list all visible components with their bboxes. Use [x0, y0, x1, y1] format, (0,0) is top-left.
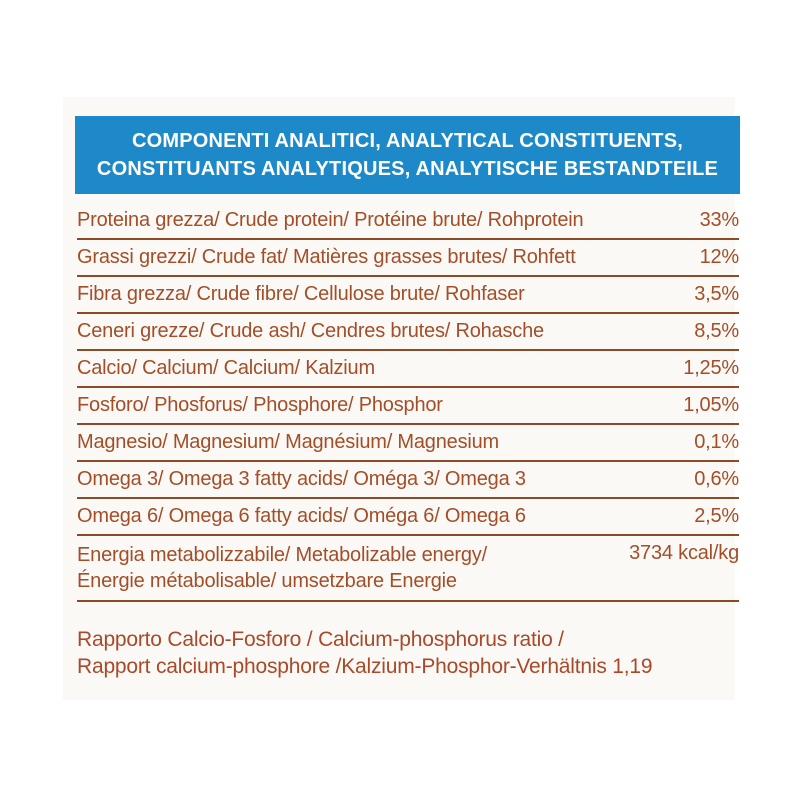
constituent-value: 1,05%	[683, 394, 739, 416]
constituent-label: Proteina grezza/ Crude protein/ Protéine…	[77, 209, 584, 231]
header-line-2: CONSTITUANTS ANALYTIQUES, ANALYTISCHE BE…	[96, 158, 719, 180]
constituent-label: Fosforo/ Phosforus/ Phosphore/ Phosphor	[77, 394, 443, 416]
table-row-omega-3: Omega 3/ Omega 3 fatty acids/ Oméga 3/ O…	[77, 462, 739, 499]
constituent-label: Fibra grezza/ Crude fibre/ Cellulose bru…	[77, 283, 525, 305]
constituent-label: Grassi grezzi/ Crude fat/ Matières grass…	[77, 246, 576, 268]
constituent-value: 2,5%	[694, 505, 739, 527]
constituent-label: Omega 3/ Omega 3 fatty acids/ Oméga 3/ O…	[77, 468, 526, 490]
table-row-phosphorus: Fosforo/ Phosforus/ Phosphore/ Phosphor …	[77, 388, 739, 425]
table-row-omega-6: Omega 6/ Omega 6 fatty acids/ Oméga 6/ O…	[77, 499, 739, 536]
constituent-value: 8,5%	[694, 320, 739, 342]
constituent-value: 0,1%	[694, 431, 739, 453]
table-row-calcium: Calcio/ Calcium/ Calcium/ Kalzium 1,25%	[77, 351, 739, 388]
constituent-value: 0,6%	[694, 468, 739, 490]
analytical-constituents-header: COMPONENTI ANALITICI, ANALYTICAL CONSTIT…	[75, 116, 740, 194]
constituent-value: 12%	[699, 246, 740, 268]
constituent-label: Ceneri grezze/ Crude ash/ Cendres brutes…	[77, 320, 544, 342]
constituents-table: Proteina grezza/ Crude protein/ Protéine…	[77, 203, 739, 602]
calcium-phosphorus-ratio: Rapporto Calcio-Fosforo / Calcium-phosph…	[77, 628, 653, 678]
table-row-crude-ash: Ceneri grezze/ Crude ash/ Cendres brutes…	[77, 314, 739, 351]
constituent-label: Magnesio/ Magnesium/ Magnésium/ Magnesiu…	[77, 431, 499, 453]
constituent-value: 3,5%	[694, 283, 739, 305]
table-row-crude-fat: Grassi grezzi/ Crude fat/ Matières grass…	[77, 240, 739, 277]
table-row-metabolizable-energy: Energia metabolizzabile/ Metabolizable e…	[77, 536, 739, 602]
constituent-value: 1,25%	[683, 357, 739, 379]
table-row-magnesium: Magnesio/ Magnesium/ Magnésium/ Magnesiu…	[77, 425, 739, 462]
constituent-label: Calcio/ Calcium/ Calcium/ Kalzium	[77, 357, 375, 379]
table-row-crude-protein: Proteina grezza/ Crude protein/ Protéine…	[77, 203, 739, 240]
constituent-label: Energia metabolizzabile/ Metabolizable e…	[77, 544, 487, 592]
panel-background	[63, 97, 735, 700]
table-row-crude-fibre: Fibra grezza/ Crude fibre/ Cellulose bru…	[77, 277, 739, 314]
constituent-label: Omega 6/ Omega 6 fatty acids/ Oméga 6/ O…	[77, 505, 526, 527]
header-line-1: COMPONENTI ANALITICI, ANALYTICAL CONSTIT…	[131, 130, 684, 152]
constituent-value: 33%	[699, 209, 740, 231]
constituent-value: 3734 kcal/kg	[629, 542, 739, 564]
